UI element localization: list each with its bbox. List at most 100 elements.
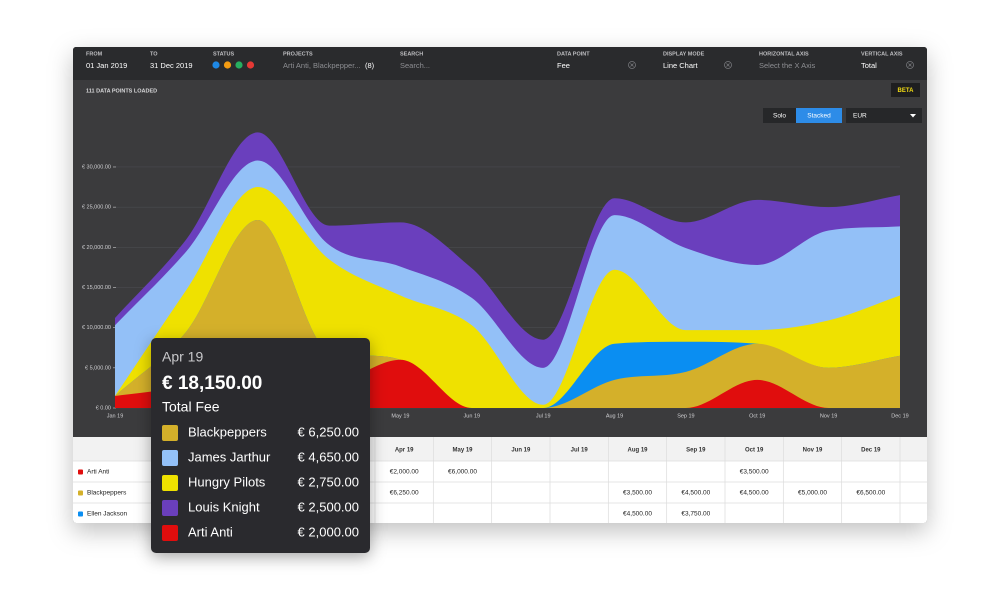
filter-value[interactable]: Select the X Axis (759, 61, 816, 70)
x-tick-label: Jun 19 (464, 413, 481, 419)
table-cell: €2,000.00 (390, 469, 419, 476)
y-tick-label: € 5,000.00 (85, 365, 111, 371)
filter-value[interactable]: Total (861, 61, 877, 70)
tooltip-swatch (162, 500, 178, 516)
table-cell: €4,500.00 (623, 511, 652, 518)
tooltip-title: Apr 19 (162, 349, 203, 365)
column-header: Nov 19 (803, 448, 823, 454)
y-tick-label: € 0.00 (96, 405, 111, 411)
x-tick-label: Aug 19 (606, 413, 623, 419)
column-header: May 19 (452, 448, 473, 454)
y-tick-label: € 10,000.00 (82, 325, 111, 331)
status-dot[interactable] (246, 61, 255, 69)
column-header: Oct 19 (745, 448, 764, 454)
beta-badge (891, 83, 920, 97)
beta-text: BETA (898, 88, 915, 94)
filter-label: DATA POINT (557, 51, 590, 57)
status-dot[interactable] (212, 61, 220, 69)
tooltip-swatch (162, 525, 178, 541)
toggle-solo[interactable] (763, 108, 796, 123)
tooltip-value: € 4,650.00 (298, 449, 359, 464)
table-cell: €6,500.00 (856, 490, 885, 497)
filter-label: FROM (86, 51, 103, 57)
status-dot[interactable] (223, 61, 232, 69)
status-text: 111 DATA POINTS LOADED (86, 88, 157, 94)
x-tick-label: Nov 19 (820, 413, 837, 419)
tooltip-name: Blackpeppers (188, 424, 267, 439)
filter-value[interactable]: 31 Dec 2019 (150, 61, 193, 70)
tooltip-name: James Jarthur (188, 449, 271, 464)
filter-value[interactable]: Line Chart (663, 61, 699, 70)
filter-value[interactable]: Arti Anti, Blackpepper... (283, 61, 361, 70)
y-tick-label: € 30,000.00 (82, 164, 111, 170)
tooltip-value: € 2,750.00 (298, 474, 359, 489)
clear-icon[interactable] (906, 61, 914, 69)
table-cell: €6,250.00 (390, 490, 419, 497)
x-tick-label: Jan 19 (107, 413, 124, 419)
tooltip: Apr 19 € 18,150.00 Total Fee Blackpeppers € … (151, 338, 370, 553)
tooltip-swatch (162, 425, 178, 441)
row-swatch (78, 490, 83, 496)
x-tick-label: May 19 (391, 413, 409, 419)
clear-icon-x (630, 63, 634, 67)
filter-value[interactable]: Fee (557, 61, 570, 70)
table-cell: €3,500.00 (740, 469, 769, 476)
filter-label: PROJECTS (283, 51, 313, 57)
clear-icon-x (908, 63, 912, 67)
tooltip-box (151, 338, 370, 553)
tooltip-caption: Total Fee (162, 399, 220, 415)
table-cell: €4,500.00 (740, 490, 769, 497)
filter-label: DISPLAY MODE (663, 51, 705, 57)
clear-icon-x (726, 63, 730, 67)
filter-value[interactable]: Search... (400, 61, 430, 70)
table-cell: €3,750.00 (681, 511, 710, 518)
x-tick-label: Oct 19 (749, 413, 765, 419)
tooltip-swatch (162, 475, 178, 491)
y-tick-label: € 20,000.00 (82, 245, 111, 251)
row-name: Blackpeppers (87, 490, 127, 497)
toggle-label[interactable]: Stacked (807, 113, 831, 120)
select-arrow (910, 114, 916, 118)
tooltip-name: Hungry Pilots (188, 474, 266, 489)
toggle-label[interactable]: Solo (773, 113, 786, 120)
clear-icon[interactable] (724, 61, 732, 69)
tooltip-value: € 6,250.00 (298, 424, 359, 439)
status-dot[interactable] (235, 61, 243, 69)
table-cell: €3,500.00 (623, 490, 652, 497)
toggle-stacked[interactable] (796, 108, 842, 123)
currency-value[interactable]: EUR (853, 113, 867, 120)
tooltip-swatch (162, 450, 178, 466)
filter-label: SEARCH (400, 51, 423, 57)
table-cell: €5,000.00 (798, 490, 827, 497)
column-header: Apr 19 (395, 448, 414, 454)
filter-label: STATUS (213, 51, 235, 57)
filter-label: HORIZONTAL AXIS (759, 51, 809, 57)
row-swatch (78, 469, 83, 475)
row-name: Ellen Jackson (87, 511, 127, 518)
x-tick-label: Sep 19 (677, 413, 694, 419)
currency-select[interactable] (846, 108, 922, 123)
filter-label: TO (150, 51, 158, 57)
column-header: Jun 19 (511, 448, 531, 454)
column-header: Aug 19 (627, 448, 648, 454)
clear-icon[interactable] (628, 61, 636, 69)
table-cell: €4,500.00 (681, 490, 710, 497)
tooltip-value: € 2,000.00 (298, 524, 359, 539)
column-header: Jul 19 (571, 448, 589, 454)
row-name: Arti Anti (87, 469, 109, 476)
y-tick-label: € 15,000.00 (82, 285, 111, 291)
x-tick-label: Dec 19 (891, 413, 908, 419)
filter-label: VERTICAL AXIS (861, 51, 903, 57)
tooltip-total: € 18,150.00 (162, 373, 262, 394)
filter-value[interactable]: 01 Jan 2019 (86, 61, 127, 70)
table-cell: €6,000.00 (448, 469, 477, 476)
y-tick-label: € 25,000.00 (82, 205, 111, 211)
tooltip-value: € 2,500.00 (298, 499, 359, 514)
row-swatch (78, 511, 83, 517)
column-header: Sep 19 (686, 448, 706, 454)
x-tick-label: Jul 19 (536, 413, 551, 419)
tooltip-name: Louis Knight (188, 499, 260, 514)
tooltip-name: Arti Anti (188, 524, 233, 539)
